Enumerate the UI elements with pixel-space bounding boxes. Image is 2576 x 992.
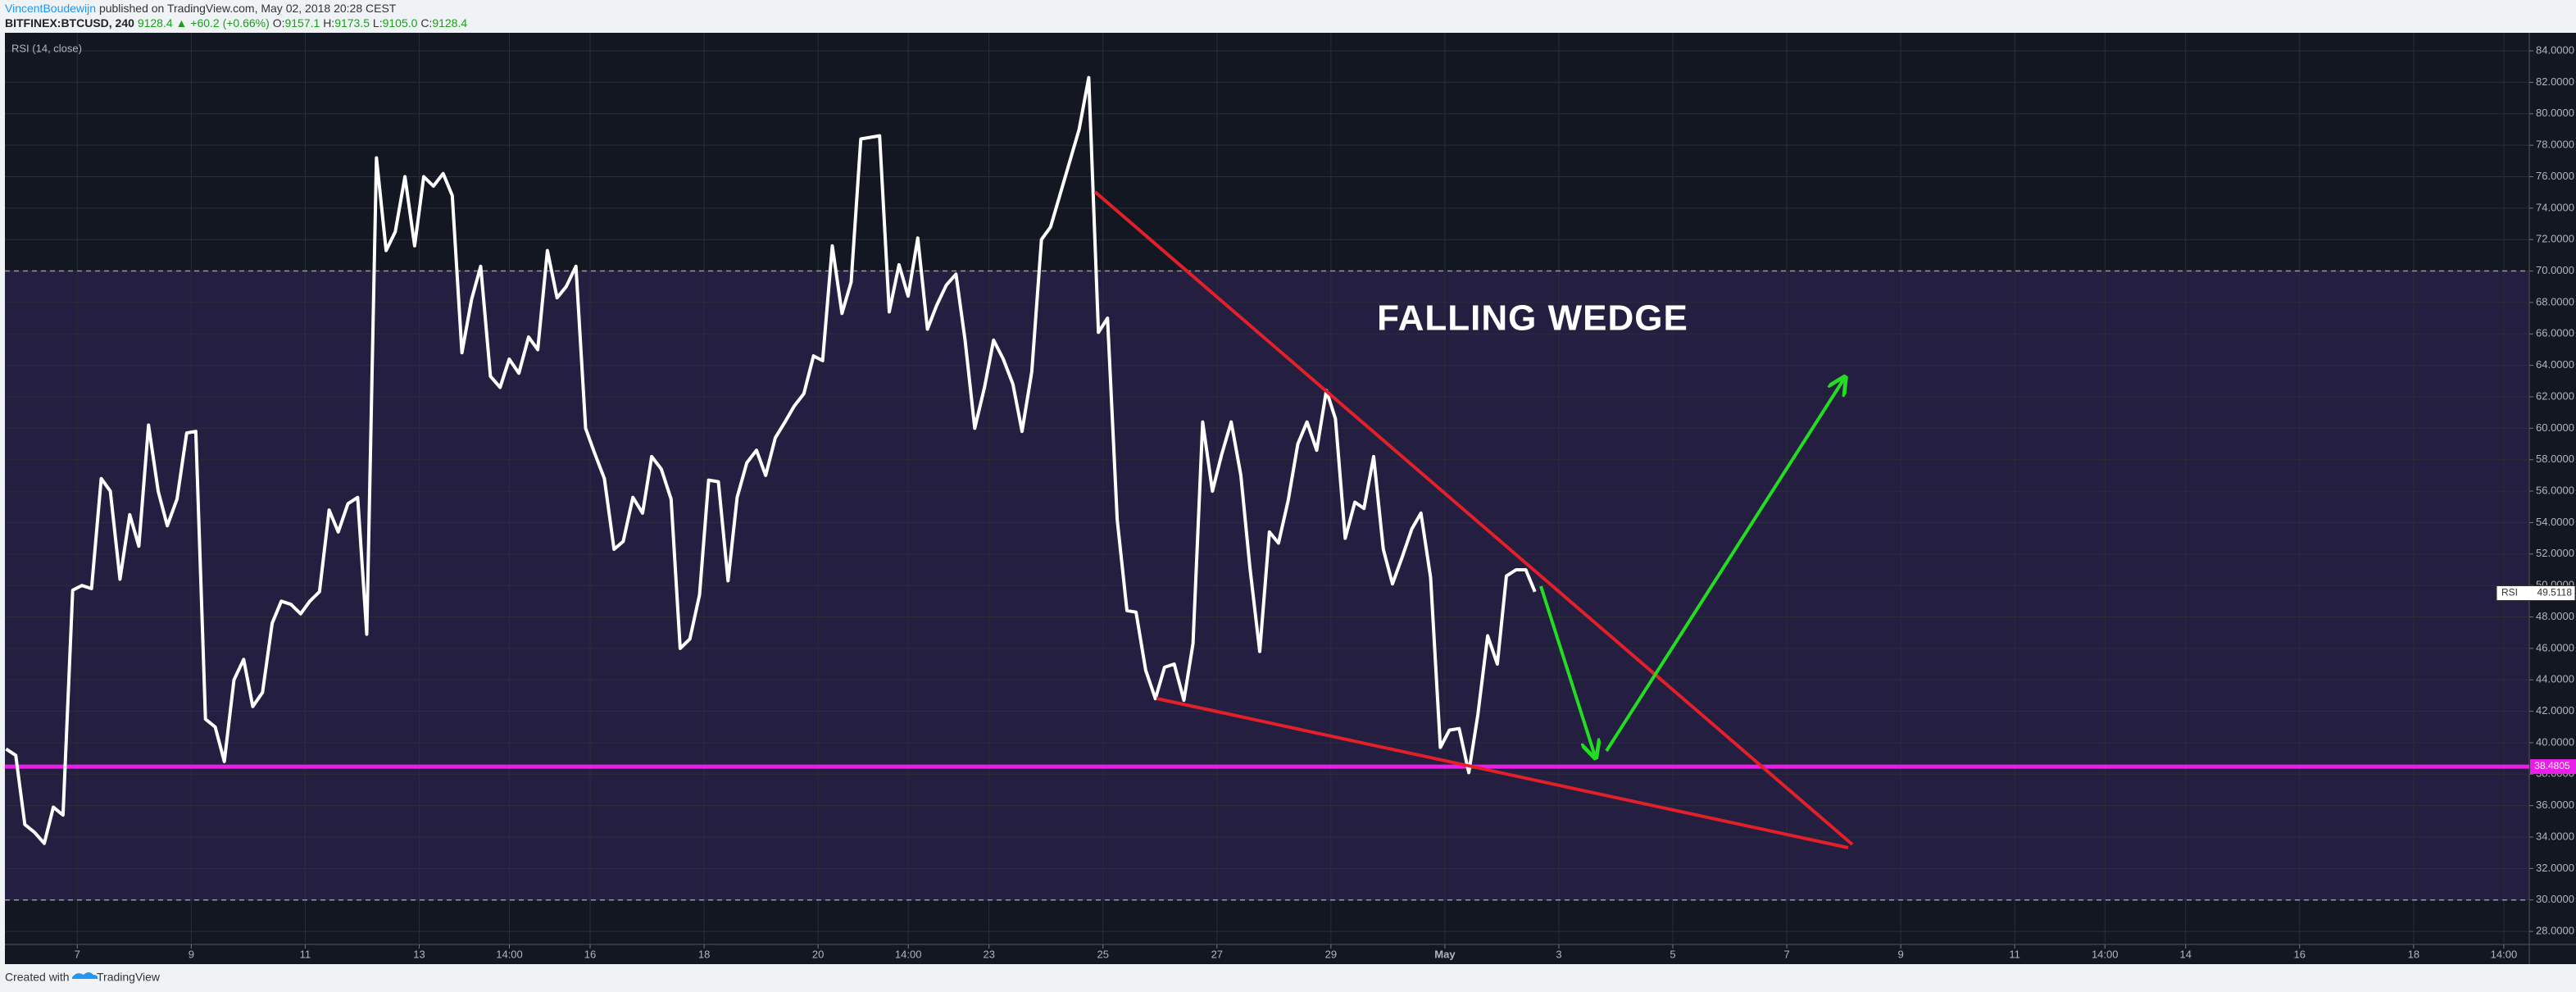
level-tag-label: 38.4805 bbox=[2534, 760, 2570, 771]
x-tick-label: 11 bbox=[2009, 948, 2020, 960]
footer-created: Created with bbox=[5, 971, 70, 984]
ohlc-3-value: 9128.4 bbox=[432, 16, 467, 30]
ohlc-0-label: O: bbox=[273, 16, 285, 30]
x-tick-label: 16 bbox=[584, 948, 596, 960]
x-tick-label: 14:00 bbox=[496, 948, 523, 960]
y-tick-label: 42.0000 bbox=[2536, 704, 2574, 717]
y-tick-label: 62.0000 bbox=[2536, 389, 2574, 402]
y-tick-label: 80.0000 bbox=[2536, 107, 2574, 119]
tv-logo bbox=[72, 972, 98, 979]
x-tick-label: 18 bbox=[2408, 948, 2419, 960]
x-tick-label: 5 bbox=[1670, 948, 1675, 960]
change: ▲ +60.2 (+0.66%) bbox=[176, 16, 270, 30]
x-tick-label: 9 bbox=[189, 948, 194, 960]
last-value-name: RSI bbox=[2501, 587, 2518, 598]
x-tick-label: May bbox=[1434, 948, 1456, 960]
y-tick-label: 52.0000 bbox=[2536, 547, 2574, 559]
chart-layer: 28.000030.000032.000034.000036.000038.00… bbox=[5, 33, 2576, 960]
x-tick-label: 16 bbox=[2294, 948, 2306, 960]
y-tick-label: 58.0000 bbox=[2536, 453, 2574, 465]
x-tick-label: 14:00 bbox=[2491, 948, 2518, 960]
x-tick-label: 11 bbox=[300, 948, 311, 960]
author[interactable]: VincentBoudewijn bbox=[5, 2, 96, 15]
y-tick-label: 54.0000 bbox=[2536, 516, 2574, 528]
y-tick-label: 44.0000 bbox=[2536, 673, 2574, 685]
x-tick-label: 14:00 bbox=[2092, 948, 2119, 960]
y-tick-label: 64.0000 bbox=[2536, 358, 2574, 371]
y-tick-label: 66.0000 bbox=[2536, 327, 2574, 339]
last-value-label: 49.5118 bbox=[2537, 587, 2573, 598]
y-tick-label: 78.0000 bbox=[2536, 139, 2574, 151]
ohlc-1-value: 9173.5 bbox=[334, 16, 370, 30]
footer-brand[interactable]: TradingView bbox=[97, 971, 161, 984]
wedge-lower bbox=[1156, 697, 1849, 849]
y-tick-label: 70.0000 bbox=[2536, 264, 2574, 276]
y-tick-label: 68.0000 bbox=[2536, 295, 2574, 307]
annotation: FALLING WEDGE bbox=[1377, 298, 1688, 339]
x-tick-label: 9 bbox=[1898, 948, 1904, 960]
y-axis-area bbox=[2529, 33, 2576, 964]
ohlc-2-label: L: bbox=[373, 16, 383, 30]
header: VincentBoudewijn published on TradingVie… bbox=[5, 2, 467, 30]
y-tick-label: 46.0000 bbox=[2536, 641, 2574, 653]
published: published on TradingView.com, May 02, 20… bbox=[99, 2, 397, 15]
x-tick-label: 29 bbox=[1325, 948, 1337, 960]
ohlc-0-value: 9157.1 bbox=[284, 16, 320, 30]
price: 9128.4 bbox=[138, 16, 173, 30]
header-line: VincentBoudewijn published on TradingVie… bbox=[5, 2, 397, 15]
arrow-up bbox=[1605, 379, 1844, 753]
x-tick-label: 14:00 bbox=[895, 948, 922, 960]
rsi-line bbox=[5, 75, 1537, 845]
ohlc-2-value: 9105.0 bbox=[383, 16, 418, 30]
y-tick-label: 72.0000 bbox=[2536, 233, 2574, 245]
y-tick-label: 60.0000 bbox=[2536, 421, 2574, 434]
y-tick-label: 40.0000 bbox=[2536, 735, 2574, 748]
x-tick-label: 14 bbox=[2180, 948, 2192, 960]
y-tick-label: 76.0000 bbox=[2536, 170, 2574, 182]
x-tick-label: 23 bbox=[983, 948, 994, 960]
x-tick-label: 18 bbox=[698, 948, 710, 960]
symbol-line: BITFINEX:BTCUSD, 240 9128.4 ▲ +60.2 (+0.… bbox=[5, 16, 467, 30]
x-axis-area bbox=[5, 944, 2529, 964]
y-tick-label: 34.0000 bbox=[2536, 830, 2574, 842]
y-tick-label: 84.0000 bbox=[2536, 43, 2574, 56]
y-tick-label: 82.0000 bbox=[2536, 75, 2574, 88]
footer: Created with TradingView bbox=[5, 971, 161, 984]
last-value-tag bbox=[2496, 585, 2576, 602]
x-tick-label: 7 bbox=[1783, 948, 1789, 960]
y-tick-label: 28.0000 bbox=[2536, 925, 2574, 937]
arrow-down bbox=[1539, 585, 1595, 756]
x-tick-label: 3 bbox=[1556, 948, 1561, 960]
y-tick-label: 48.0000 bbox=[2536, 610, 2574, 622]
plot-area bbox=[5, 33, 2529, 944]
ohlc-1-label: H: bbox=[323, 16, 334, 30]
y-tick-label: 30.0000 bbox=[2536, 893, 2574, 905]
wedge-upper bbox=[1093, 190, 1854, 846]
x-tick-label: 7 bbox=[75, 948, 80, 960]
y-tick-label: 36.0000 bbox=[2536, 799, 2574, 811]
y-tick-label: 56.0000 bbox=[2536, 485, 2574, 497]
level-tag bbox=[2530, 759, 2576, 775]
x-tick-label: 25 bbox=[1097, 948, 1109, 960]
chart-title: RSI (14, close) bbox=[11, 42, 82, 54]
y-tick-label: 32.0000 bbox=[2536, 862, 2574, 874]
x-tick-label: 27 bbox=[1211, 948, 1223, 960]
y-tick-label: 74.0000 bbox=[2536, 201, 2574, 213]
symbol: BITFINEX:BTCUSD, 240 bbox=[5, 16, 134, 30]
x-tick-label: 20 bbox=[812, 948, 824, 960]
ohlc-3-label: C: bbox=[420, 16, 432, 30]
x-tick-label: 13 bbox=[413, 948, 425, 960]
